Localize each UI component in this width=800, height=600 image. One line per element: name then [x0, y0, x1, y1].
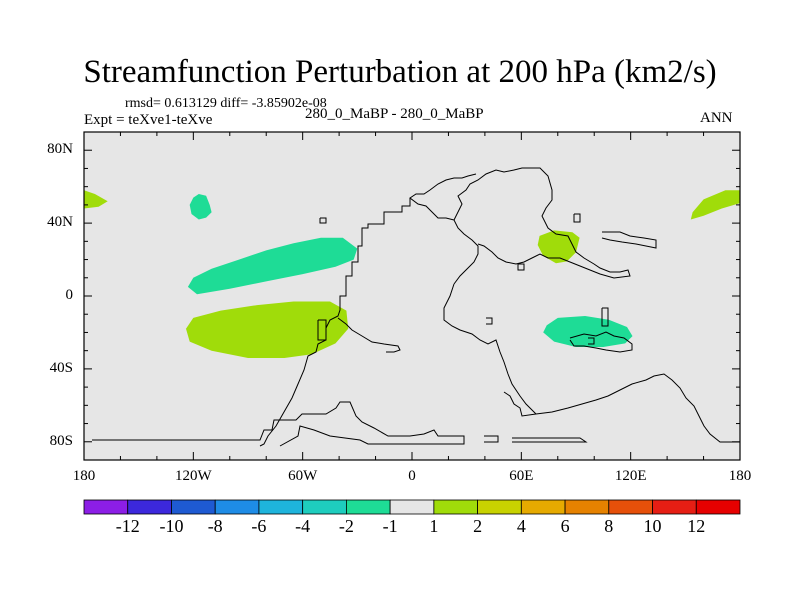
anomaly-region [189, 194, 212, 220]
stats-line: rmsd= 0.613129 diff= -3.85902e-08 [125, 96, 327, 111]
colorbar-label: 10 [643, 516, 662, 536]
left-subtitle: Expt = teXve1-teXve [84, 112, 213, 128]
coastlines [92, 167, 740, 447]
colorbar-swatch [258, 499, 304, 515]
colorbar-swatch [564, 499, 610, 515]
colorbar-label: 4 [516, 516, 526, 536]
colorbar-swatch [83, 499, 129, 515]
coastline-australia [569, 331, 633, 353]
colorbar-swatch [652, 499, 697, 515]
x-tick-label: 60E [509, 468, 534, 484]
colorbar-swatch [433, 499, 478, 515]
colorbar-swatch [695, 499, 741, 515]
coastline-americas [259, 198, 411, 447]
x-tick-label: 120W [174, 468, 212, 484]
colorbar-swatch [389, 499, 435, 515]
anomaly-region [84, 190, 108, 209]
colorbar-swatch [608, 499, 653, 515]
anomaly-region [543, 316, 633, 347]
y-tick-label: 0 [65, 287, 74, 303]
coastline-antarctica [484, 435, 499, 443]
x-tick-label: 0 [408, 468, 416, 484]
colorbar-label: -2 [338, 516, 354, 536]
colorbar-swatch [302, 499, 347, 515]
colorbar-label: 1 [429, 516, 439, 536]
y-tick-label: 80N [47, 141, 73, 158]
chart-title: Streamfunction Perturbation at 200 hPa (… [83, 54, 717, 90]
colorbar [83, 499, 741, 515]
colorbar-label: -6 [251, 516, 267, 536]
x-tick-label: 180 [72, 468, 96, 484]
x-tick-label: 180 [728, 468, 752, 484]
coastline-eurasia [601, 231, 657, 249]
coastline-antarctica [512, 437, 588, 443]
anomaly-region [690, 190, 740, 220]
center-subtitle: 280_0_MaBP - 280_0_MaBP [305, 106, 484, 122]
coastline-antarctica [503, 373, 740, 443]
colorbar-swatch [127, 499, 172, 515]
colorbar-swatch [214, 499, 260, 515]
colorbar-label: 12 [687, 516, 706, 536]
x-tick-label: 60W [288, 468, 318, 484]
colorbar-label: -8 [207, 516, 223, 536]
colorbar-label: -12 [115, 516, 140, 536]
y-tick-label: 40S [49, 359, 73, 376]
colorbar-label: 8 [604, 516, 614, 536]
coastline-antarctica [92, 401, 465, 447]
anomaly-region [187, 237, 358, 295]
colorbar-label: -10 [159, 516, 184, 536]
coastline-americas [317, 319, 327, 341]
coastline-americas [319, 217, 327, 224]
y-tick-label: 80S [49, 432, 73, 449]
colorbar-swatch [171, 499, 216, 515]
coastline-eurasia [409, 173, 477, 221]
coastline-eurasia [573, 213, 581, 223]
anomaly-region [186, 301, 349, 358]
right-subtitle: ANN [700, 110, 733, 126]
coastline-eurasia [443, 283, 537, 415]
colorbar-swatch [345, 499, 391, 515]
axis-ticks [83, 132, 741, 460]
coastline-eurasia [517, 263, 525, 271]
colorbar-label: 2 [473, 516, 483, 536]
colorbar-label: 6 [560, 516, 570, 536]
coastline-australia [588, 337, 595, 345]
colorbar-swatch [520, 499, 566, 515]
y-tick-label: 40N [47, 214, 73, 231]
x-tick-label: 120E [614, 468, 647, 484]
coastline-australia [601, 307, 609, 327]
colorbar-label: -4 [295, 516, 311, 536]
anomaly-regions [84, 190, 740, 358]
coastline-americas [337, 317, 401, 353]
plot-background [84, 132, 740, 460]
coastline-eurasia [486, 317, 493, 325]
colorbar-swatch [477, 499, 522, 515]
colorbar-label: -1 [382, 516, 398, 536]
